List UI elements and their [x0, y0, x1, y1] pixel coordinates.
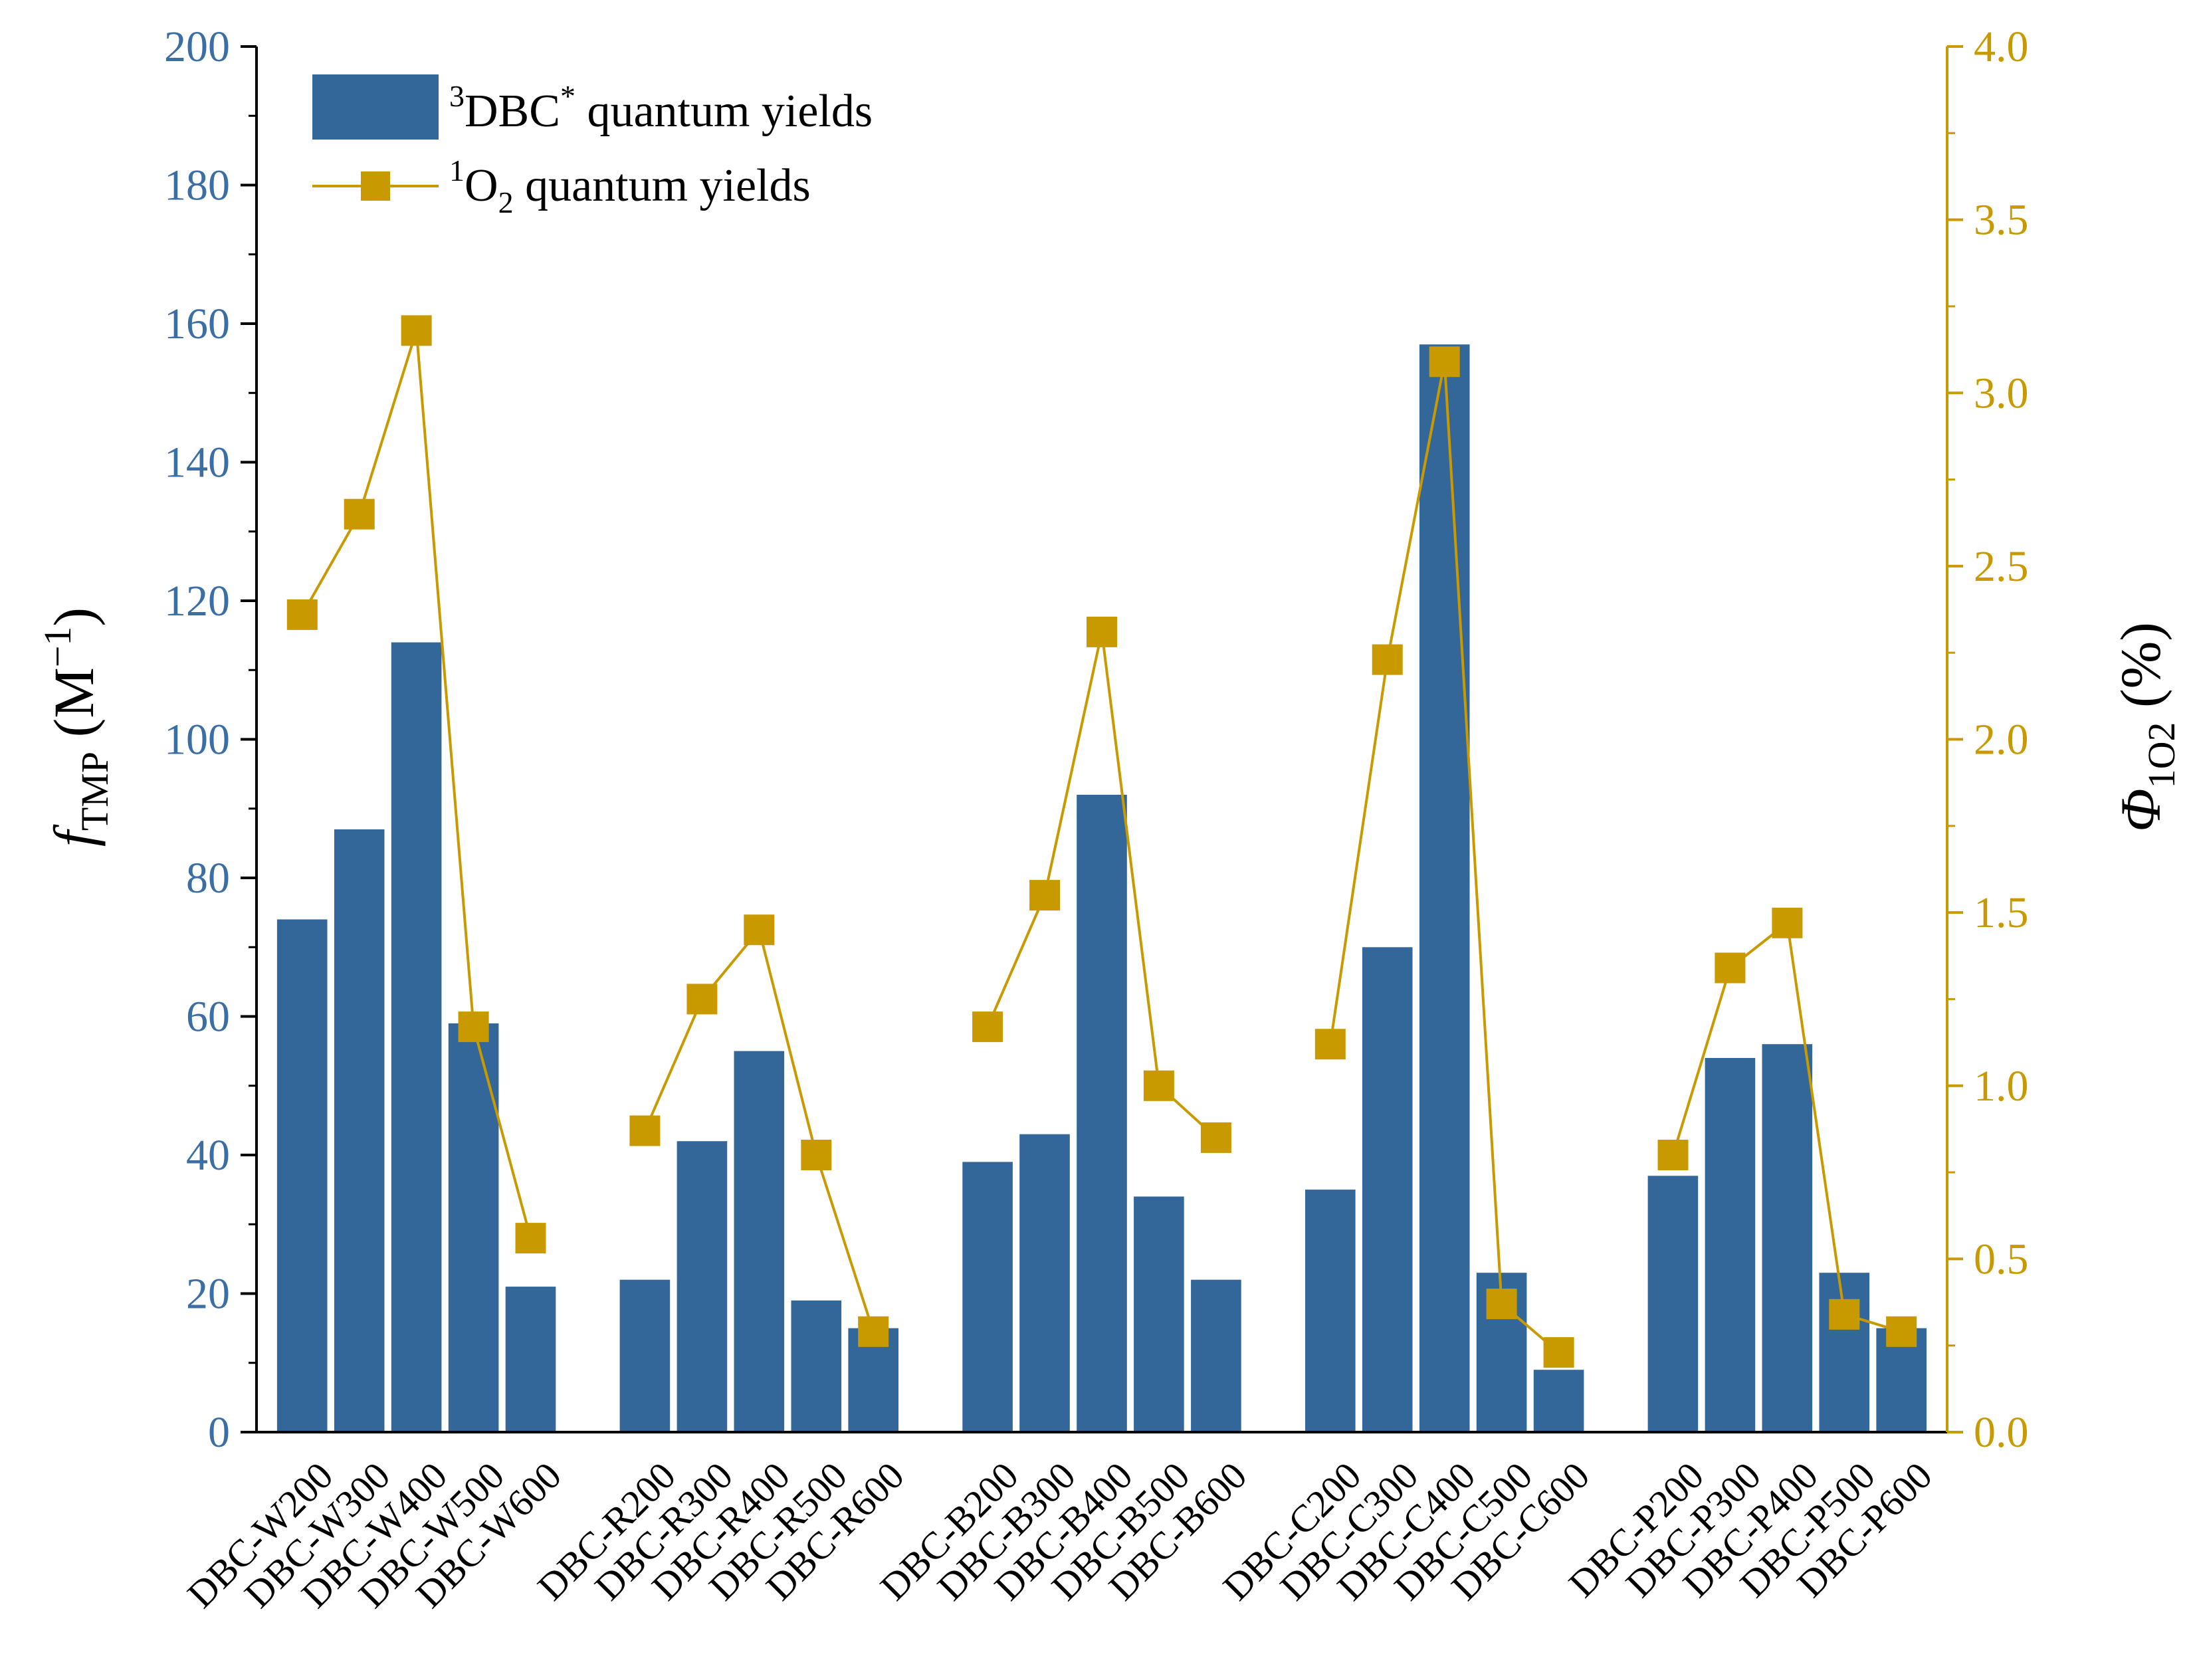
marker-DBC-C200 — [1314, 1029, 1346, 1060]
marker-DBC-P300 — [1715, 952, 1746, 984]
marker-DBC-B200 — [972, 1011, 1003, 1043]
bar-DBC-W200 — [276, 919, 328, 1432]
bar-DBC-B300 — [1019, 1134, 1070, 1432]
bar-DBC-W500 — [448, 1023, 499, 1432]
bar-DBC-W300 — [334, 829, 385, 1432]
y-right-tick-label: 3.0 — [1974, 369, 2029, 417]
bar-DBC-B200 — [962, 1162, 1013, 1432]
bar-DBC-R300 — [677, 1141, 728, 1432]
marker-DBC-W300 — [344, 498, 375, 530]
bar-DBC-W600 — [505, 1287, 556, 1432]
marker-DBC-C600 — [1543, 1337, 1574, 1368]
y-left-tick-label: 60 — [186, 993, 230, 1041]
marker-DBC-C400 — [1429, 346, 1460, 377]
y-right-tick-label: 3.5 — [1974, 196, 2029, 245]
marker-DBC-C300 — [1372, 644, 1403, 675]
bar-DBC-W400 — [391, 642, 442, 1432]
y-right-tick-label: 2.0 — [1974, 716, 2029, 764]
y-right-tick-label: 4.0 — [1974, 23, 2029, 71]
marker-DBC-W600 — [515, 1223, 546, 1254]
marker-DBC-R500 — [801, 1140, 832, 1170]
marker-DBC-C500 — [1486, 1289, 1517, 1320]
y-right-tick-label: 1.5 — [1974, 889, 2029, 937]
bar-DBC-R400 — [734, 1051, 785, 1432]
legend-line-marker — [361, 171, 390, 201]
marker-DBC-R400 — [744, 914, 775, 946]
marker-DBC-B400 — [1087, 616, 1117, 647]
x-tick-labels: DBC-W200DBC-W300DBC-W400DBC-W500DBC-W600… — [179, 1454, 1940, 1616]
marker-DBC-R300 — [686, 984, 718, 1015]
y-left-tick-label: 20 — [186, 1270, 230, 1318]
y-left-tick-label: 180 — [164, 161, 230, 210]
bar-DBC-B600 — [1191, 1279, 1241, 1432]
y-left-tick-label: 80 — [186, 854, 230, 902]
marker-DBC-R600 — [858, 1316, 889, 1347]
y-left-tick-label: 100 — [164, 716, 230, 764]
y-right-tick-label: 1.0 — [1974, 1062, 2029, 1110]
marker-DBC-B300 — [1029, 880, 1061, 911]
marker-DBC-P500 — [1829, 1299, 1860, 1330]
bar-DBC-B400 — [1077, 794, 1127, 1432]
bar-DBC-P500 — [1819, 1273, 1870, 1432]
y-left-tick-label: 120 — [164, 577, 230, 625]
marker-DBC-W400 — [401, 315, 432, 346]
legend-bar-label: 3DBC* quantum yields — [449, 79, 873, 137]
y-right-tick-label: 0.0 — [1974, 1408, 2029, 1457]
marker-DBC-B500 — [1143, 1070, 1174, 1101]
y-right-tick-label: 2.5 — [1974, 542, 2029, 591]
y-left-tick-label: 40 — [186, 1131, 230, 1180]
y-left-tick-label: 0 — [208, 1408, 230, 1457]
marker-DBC-B600 — [1200, 1122, 1231, 1153]
marker-DBC-P400 — [1772, 907, 1803, 938]
y-right-axis-title: Φ1O2 (%) — [2109, 622, 2183, 832]
y-left-tick-label: 140 — [164, 439, 230, 487]
y-left-tick-label: 200 — [164, 23, 230, 71]
bar-DBC-R200 — [619, 1279, 671, 1432]
line-layer — [286, 315, 1917, 1368]
y-left-axis-title: fTMP (M−1) — [36, 607, 116, 847]
marker-DBC-W500 — [458, 1011, 489, 1043]
bar-DBC-P200 — [1647, 1176, 1699, 1432]
legend-bar-swatch — [312, 74, 439, 140]
legend: 3DBC* quantum yields 1O2 quantum yields — [312, 74, 873, 219]
y-right-tick-label: 0.5 — [1974, 1235, 2029, 1283]
marker-DBC-R200 — [629, 1115, 661, 1146]
bar-DBC-C200 — [1305, 1190, 1356, 1432]
bar-DBC-C300 — [1362, 947, 1413, 1433]
bar-DBC-P400 — [1762, 1044, 1813, 1432]
bar-DBC-C400 — [1419, 344, 1470, 1432]
legend-line-label: 1O2 quantum yields — [449, 154, 811, 219]
bar-DBC-C600 — [1533, 1370, 1584, 1432]
bar-DBC-P300 — [1705, 1058, 1756, 1432]
bars-layer — [276, 344, 1927, 1433]
marker-DBC-P200 — [1657, 1140, 1689, 1170]
y-left-tick-label: 160 — [164, 300, 230, 348]
axes-layer: 0 20 40 60 80 100 120 140 160 180 200 0.0 0.5 1.0 1.5 2… — [164, 23, 2029, 1457]
bar-DBC-R500 — [791, 1300, 842, 1432]
bar-DBC-B500 — [1134, 1196, 1184, 1432]
marker-DBC-W200 — [286, 599, 318, 630]
marker-DBC-P600 — [1886, 1316, 1917, 1347]
